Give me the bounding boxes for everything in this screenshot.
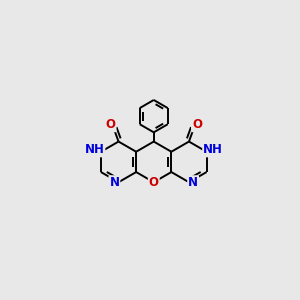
- Text: NH: NH: [203, 143, 223, 156]
- Text: O: O: [192, 118, 202, 131]
- Text: N: N: [188, 176, 198, 189]
- Text: NH: NH: [85, 143, 104, 156]
- Text: O: O: [106, 118, 116, 131]
- Text: O: O: [149, 176, 159, 189]
- Text: N: N: [110, 176, 119, 189]
